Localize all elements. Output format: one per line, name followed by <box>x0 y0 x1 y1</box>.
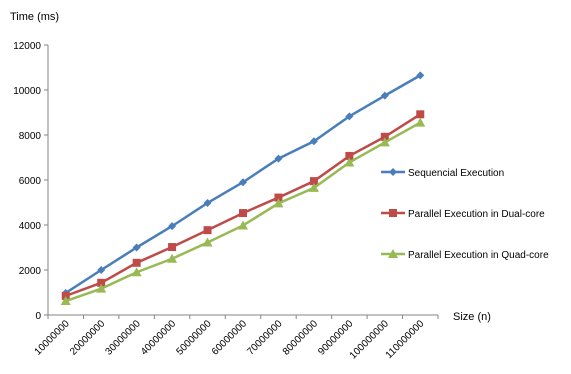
data-point <box>273 198 284 208</box>
series-line <box>65 113 421 298</box>
data-point <box>309 137 318 146</box>
y-tick-label: 10000 <box>13 86 41 97</box>
data-point <box>167 253 178 263</box>
data-point <box>239 178 247 187</box>
x-tick-label: 60000000 <box>210 318 250 358</box>
y-axis-ticks: 0 2000 4000 6000 8000 10000 12000 <box>13 41 48 322</box>
data-point <box>380 91 389 100</box>
data-point <box>345 151 354 160</box>
data-point <box>308 182 319 192</box>
series-2 <box>60 117 426 306</box>
legend-swatch-marker <box>389 168 397 176</box>
x-tick-label: 40000000 <box>139 318 179 358</box>
legend-label: Parallel Execution in Dual-core <box>408 209 545 220</box>
x-axis-title: Size (n) <box>453 311 491 323</box>
data-point <box>203 198 212 207</box>
legend-swatch-marker <box>389 209 397 217</box>
data-point <box>60 296 71 306</box>
data-point <box>97 278 106 287</box>
data-point <box>131 267 142 277</box>
data-point <box>97 266 106 274</box>
y-tick-label: 4000 <box>19 221 42 232</box>
data-point <box>239 209 247 218</box>
series-0 <box>61 71 425 297</box>
series-group <box>60 71 426 306</box>
y-axis-title: Time (ms) <box>10 11 59 23</box>
x-tick-label: 20000000 <box>68 318 108 358</box>
data-point <box>168 243 177 252</box>
x-axis-ticks: 1000000020000000300000004000000050000000… <box>33 315 439 362</box>
y-tick-label: 8000 <box>19 131 42 142</box>
x-tick-label: 10000000 <box>33 318 73 358</box>
data-point <box>416 110 425 119</box>
data-point <box>202 237 213 247</box>
data-point <box>344 157 355 167</box>
data-point <box>203 226 212 235</box>
legend-label: Sequencial Execution <box>408 168 504 179</box>
data-point <box>416 71 425 80</box>
data-point <box>309 177 318 186</box>
legend-item: Sequencial Execution <box>381 168 504 179</box>
data-point <box>345 112 354 121</box>
y-tick-label: 0 <box>35 311 41 322</box>
legend-label: Parallel Execution in Quad-core <box>408 250 549 261</box>
x-tick-label: 30000000 <box>104 318 144 358</box>
data-point <box>132 243 141 252</box>
data-point <box>238 220 248 230</box>
data-point <box>380 132 389 141</box>
data-point <box>96 283 107 293</box>
series-1 <box>61 110 425 300</box>
data-point <box>274 154 283 163</box>
x-tick-label: 110000000 <box>384 318 427 361</box>
data-point <box>379 137 390 147</box>
data-point <box>168 222 177 231</box>
x-tick-label: 50000000 <box>174 318 214 358</box>
x-tick-label: 80000000 <box>281 318 321 358</box>
y-tick-label: 12000 <box>13 41 41 52</box>
data-point <box>61 291 70 300</box>
y-tick-label: 6000 <box>19 176 42 187</box>
legend: Sequencial Execution Parallel Execution i… <box>381 168 549 261</box>
y-tick-label: 2000 <box>19 266 42 277</box>
legend-item: Parallel Execution in Quad-core <box>381 249 549 261</box>
data-point <box>132 258 141 267</box>
x-tick-label: 70000000 <box>245 318 285 358</box>
data-point <box>415 117 426 127</box>
legend-swatch-marker <box>388 249 398 258</box>
legend-item: Parallel Execution in Dual-core <box>381 209 545 220</box>
data-point <box>274 193 283 202</box>
